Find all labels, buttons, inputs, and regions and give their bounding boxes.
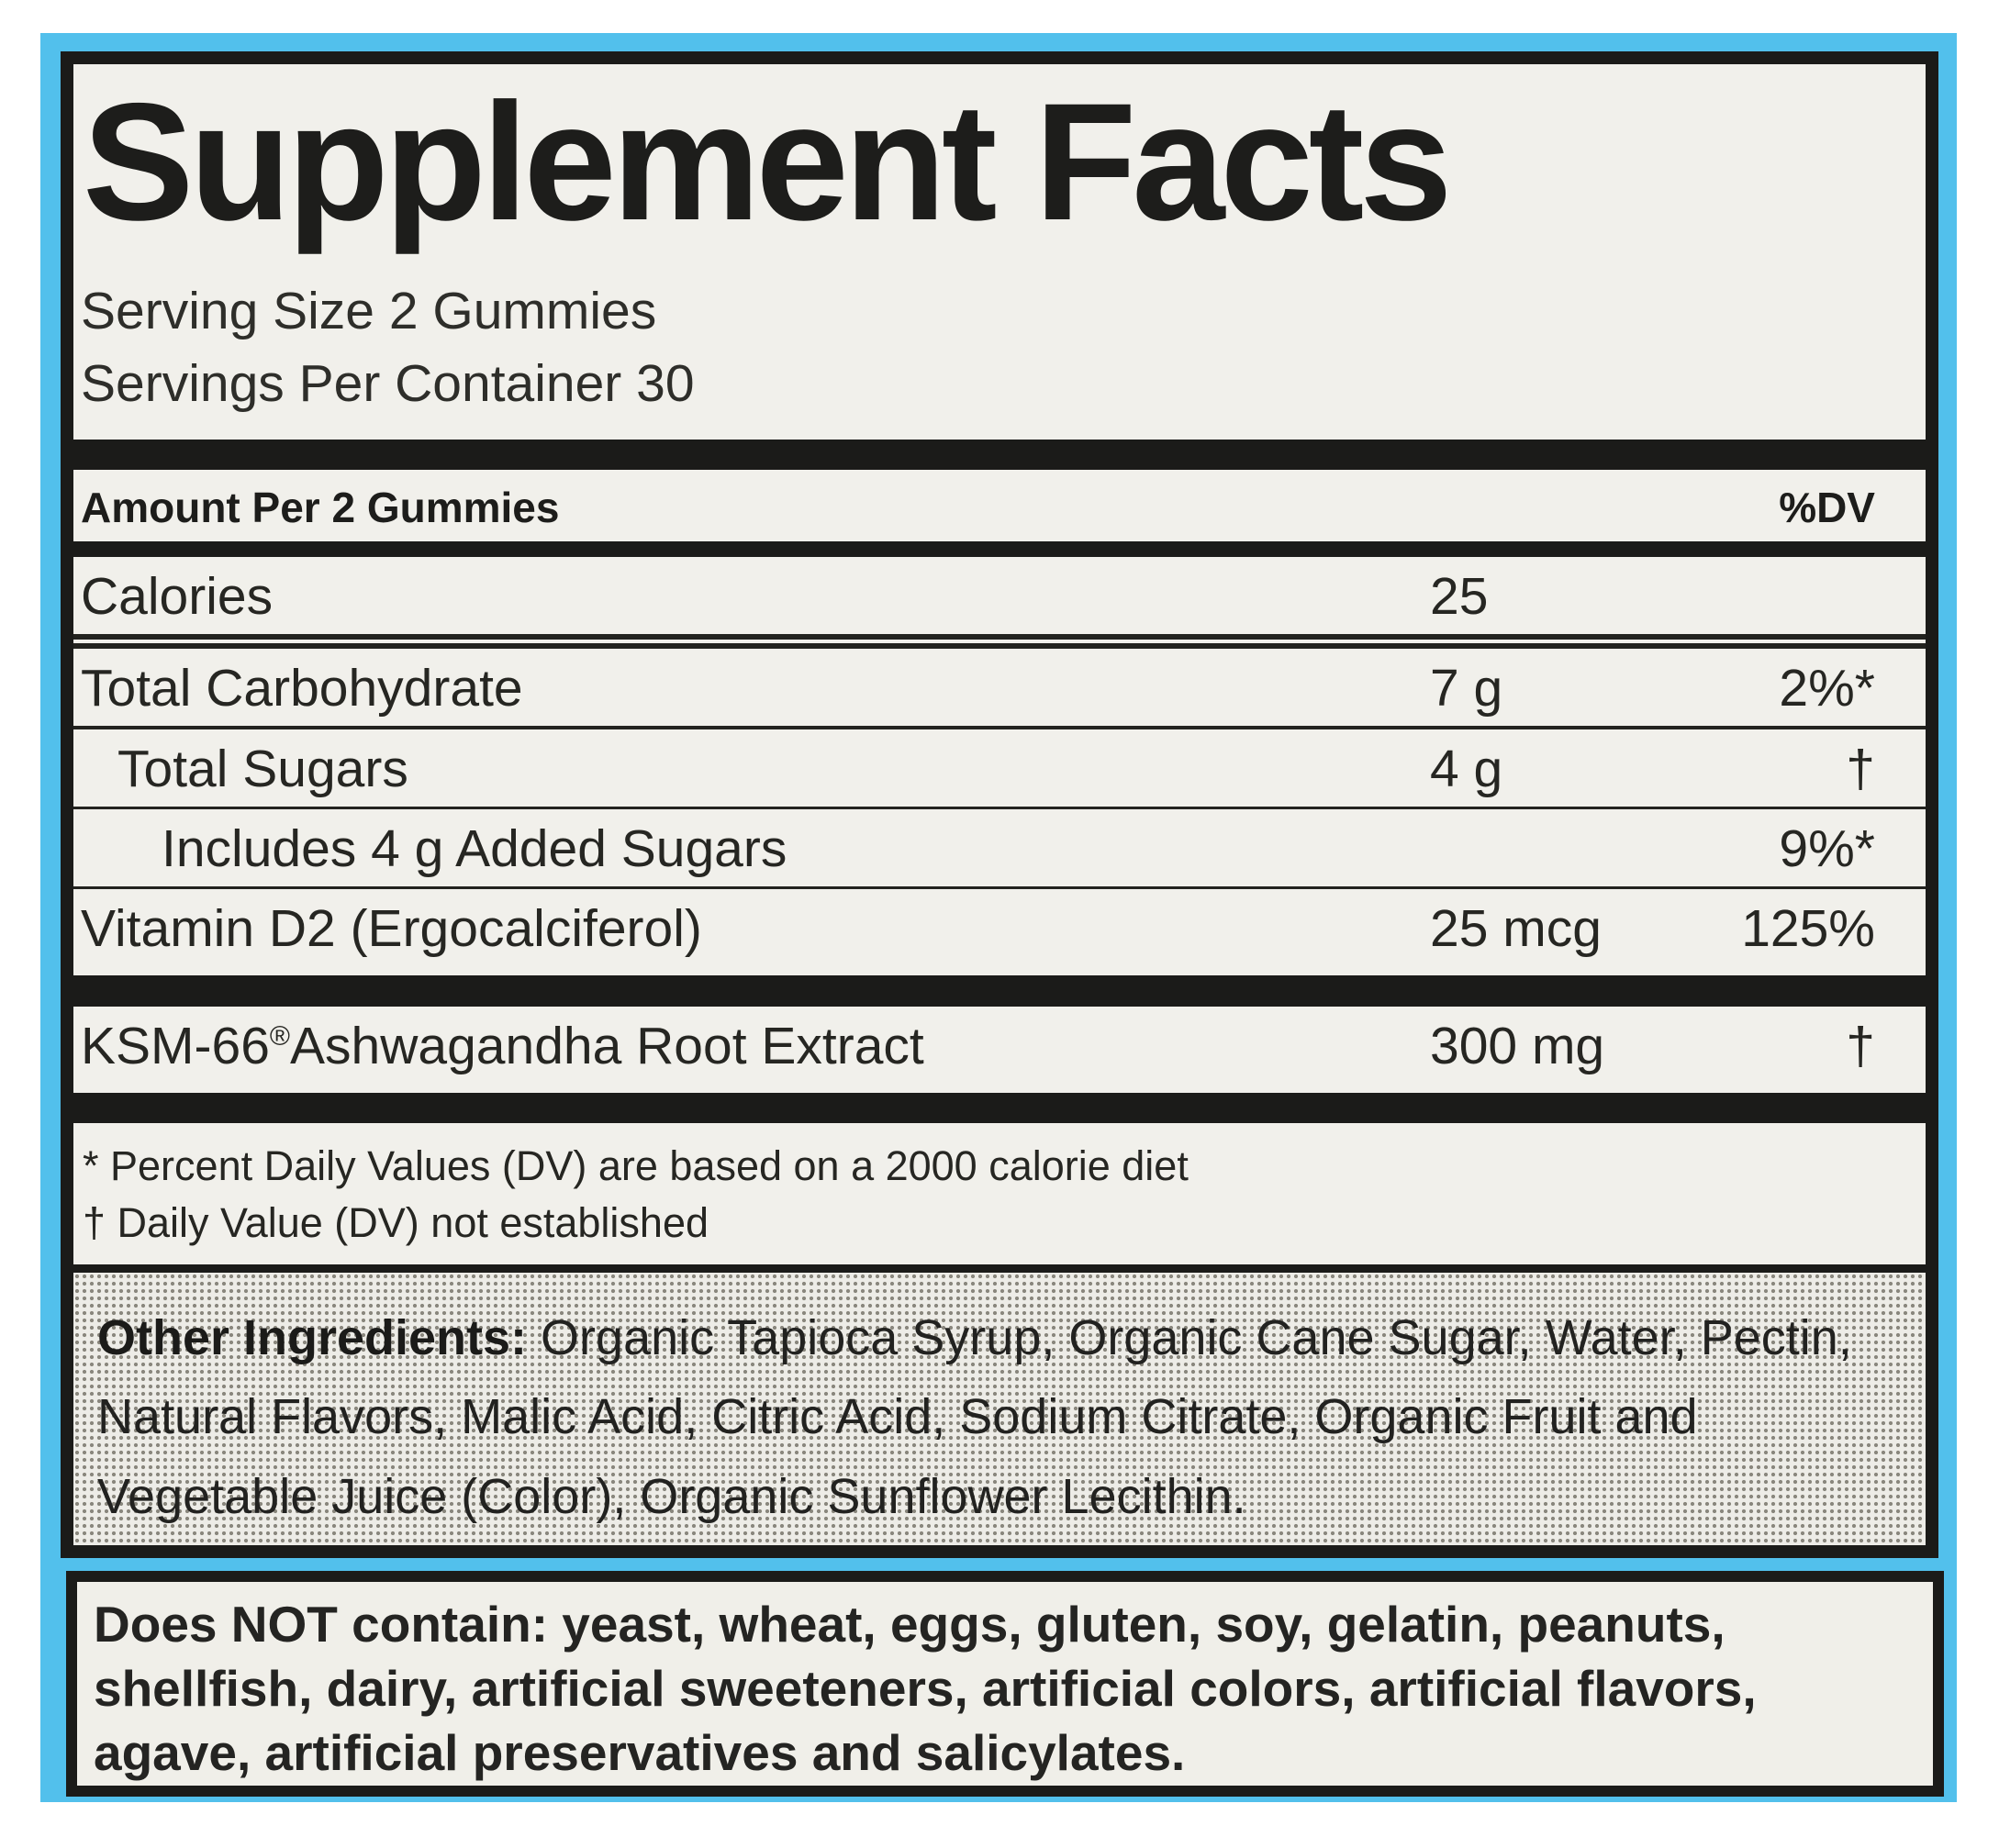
nutrient-row-ashwagandha: KSM-66®Ashwagandha Root Extract 300 mg † <box>73 1007 1926 1084</box>
nutrient-amount: 25 mcg <box>1430 899 1602 959</box>
rule <box>73 726 1926 729</box>
rule <box>73 886 1926 890</box>
column-header-row: Amount Per 2 Gummies %DV <box>73 470 1926 541</box>
divider-bar-medium <box>73 541 1926 558</box>
allergen-lead: Does NOT contain: <box>94 1596 549 1653</box>
servings-per-container: Servings Per Container 30 <box>81 354 695 414</box>
nutrient-row-calories: Calories 25 <box>73 557 1926 634</box>
nutrient-dv: 9%* <box>1779 819 1875 879</box>
divider-bar-thick-bottom <box>73 1092 1926 1123</box>
other-ingredients-text: Organic Tapioca Syrup, Organic Cane Suga… <box>97 1309 1852 1524</box>
rule-double <box>73 634 1926 650</box>
nutrient-amount: 300 mg <box>1430 1016 1605 1075</box>
nutrient-dv: † <box>1846 739 1875 798</box>
nutrient-name: Calories <box>81 567 274 627</box>
allergen-text: yeast, wheat, eggs, gluten, soy, gelatin… <box>94 1596 1757 1781</box>
supplement-facts-title: Supplement Facts <box>83 68 1453 255</box>
nutrient-row-added-sugars: Includes 4 g Added Sugars 9%* <box>73 809 1926 886</box>
nutrient-name: Total Sugars <box>117 739 408 798</box>
other-ingredients-label: Other Ingredients: <box>97 1309 528 1365</box>
nutrient-dv: † <box>1846 1016 1875 1075</box>
nutrient-dv: 125% <box>1741 899 1875 959</box>
amount-per-header: Amount Per 2 Gummies <box>81 484 560 532</box>
registered-mark: ® <box>269 1020 291 1052</box>
dv-header: %DV <box>1779 484 1875 532</box>
extract-name: Ashwagandha Root Extract <box>290 1016 924 1075</box>
nutrient-name: Total Carbohydrate <box>81 659 523 718</box>
nutrient-row-total-sugars: Total Sugars 4 g † <box>73 729 1926 807</box>
rule <box>73 806 1926 810</box>
extract-brand: KSM-66 <box>81 1016 270 1075</box>
serving-size: Serving Size 2 Gummies <box>81 281 657 340</box>
nutrient-row-vitamin-d2: Vitamin D2 (Ergocalciferol) 25 mcg 125% <box>73 889 1926 966</box>
nutrient-dv: 2%* <box>1779 659 1875 718</box>
nutrient-row-carbohydrate: Total Carbohydrate 7 g 2%* <box>73 649 1926 726</box>
divider-bar-thick-top <box>73 440 1926 471</box>
supplement-facts-panel: Supplement Facts Serving Size 2 Gummies … <box>61 51 1938 1558</box>
nutrient-amount: 25 <box>1430 567 1489 627</box>
serving-info: Serving Size 2 Gummies Servings Per Cont… <box>81 275 1926 422</box>
nutrient-amount: 4 g <box>1430 739 1503 798</box>
divider-bar-separator <box>73 1264 1926 1273</box>
nutrient-name: Vitamin D2 (Ergocalciferol) <box>81 899 702 959</box>
divider-bar-thick-mid <box>73 975 1926 1007</box>
nutrient-name: Includes 4 g Added Sugars <box>162 819 787 879</box>
footnotes: * Percent Daily Values (DV) are based on… <box>73 1123 1926 1264</box>
footnote-percent-dv: * Percent Daily Values (DV) are based on… <box>83 1141 1189 1189</box>
allergen-panel: Does NOT contain: yeast, wheat, eggs, gl… <box>66 1571 1944 1797</box>
other-ingredients-box: Other Ingredients: Organic Tapioca Syrup… <box>73 1272 1926 1545</box>
nutrient-amount: 7 g <box>1430 659 1503 718</box>
footnote-dagger: † Daily Value (DV) not established <box>83 1198 709 1246</box>
